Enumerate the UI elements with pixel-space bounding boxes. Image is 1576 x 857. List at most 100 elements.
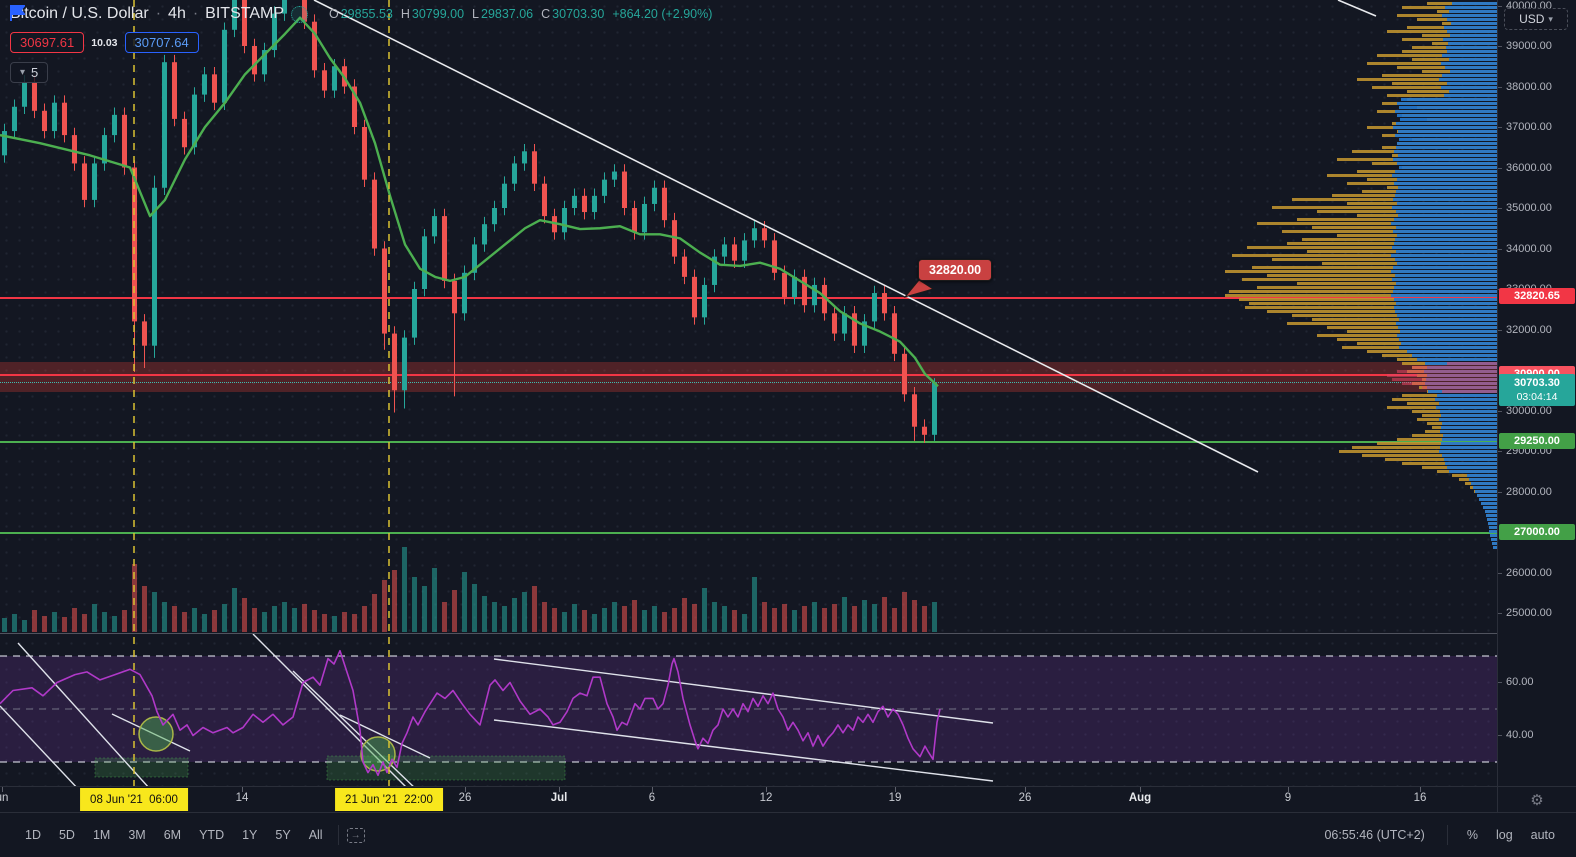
- price-level-label[interactable]: 27000.00: [1499, 524, 1575, 540]
- horizontal-level-32820[interactable]: [0, 297, 1497, 299]
- price-level-label[interactable]: 29250.00: [1499, 432, 1575, 449]
- candle-body: [902, 353, 907, 395]
- profile-bar-amber: [1267, 274, 1497, 277]
- main-price-pane[interactable]: 32820.00: [0, 0, 1497, 633]
- auto-scale-button[interactable]: auto: [1530, 828, 1555, 842]
- volume-bar: [882, 597, 887, 632]
- volume-bar: [672, 608, 677, 632]
- profile-bar-blue: [1447, 18, 1497, 21]
- volume-bar: [772, 608, 777, 632]
- profile-bar-amber: [1267, 310, 1497, 313]
- buy-price-button[interactable]: 30707.64: [124, 32, 199, 53]
- profile-bar-blue: [1399, 318, 1497, 321]
- profile-bar-blue: [1467, 474, 1497, 477]
- chart-panes[interactable]: 32820.00: [0, 0, 1497, 786]
- candlestick-chart[interactable]: [0, 0, 1497, 633]
- range-button-ytd[interactable]: YTD: [199, 828, 225, 842]
- axis-settings-corner[interactable]: ⚙: [1497, 786, 1576, 812]
- sell-price-button[interactable]: 30697.61: [10, 32, 85, 53]
- price-callout-32820[interactable]: 32820.00: [918, 259, 993, 281]
- range-button-5d[interactable]: 5D: [58, 828, 75, 842]
- time-tick-mark: [1288, 787, 1289, 792]
- profile-bar-amber: [1247, 246, 1497, 249]
- currency-selector-button[interactable]: USD ▾: [1504, 8, 1568, 30]
- axis-tick-mark: [1498, 410, 1502, 412]
- horizontal-level-27000[interactable]: [0, 532, 1497, 534]
- candle-body: [162, 62, 167, 188]
- range-button-5y[interactable]: 5Y: [275, 828, 291, 842]
- profile-bar-pink: [1442, 390, 1497, 393]
- profile-bar-amber: [1225, 270, 1497, 273]
- candle-body: [732, 244, 737, 261]
- volume-bar: [202, 614, 207, 632]
- profile-bar-blue: [1394, 242, 1497, 245]
- volume-bar: [712, 602, 717, 632]
- high-label: H: [400, 7, 410, 21]
- range-button-3m[interactable]: 3M: [128, 828, 146, 842]
- profile-bar-blue: [1399, 166, 1497, 169]
- profile-bar-blue: [1397, 262, 1497, 265]
- price-axis-label: 30000.00: [1506, 404, 1552, 417]
- profile-bar-amber: [1229, 290, 1497, 293]
- time-axis-label: Aug: [1128, 792, 1152, 804]
- percent-scale-button[interactable]: %: [1466, 828, 1478, 842]
- profile-bar-amber: [1292, 314, 1497, 317]
- profile-bar-pink: [1392, 378, 1497, 381]
- profile-bar-blue: [1401, 98, 1497, 101]
- gear-icon[interactable]: ⚙: [1530, 791, 1544, 809]
- price-axis[interactable]: USD ▾ 40000.00 39000.00 38000.00 37000.00 360…: [1497, 0, 1576, 786]
- candle-body: [832, 313, 837, 334]
- range-button-1y[interactable]: 1Y: [242, 828, 258, 842]
- range-button-1m[interactable]: 1M: [92, 828, 111, 842]
- profile-bar-blue: [1489, 530, 1497, 533]
- candle-body: [212, 74, 217, 103]
- bar-countdown: 03:04:14: [1516, 391, 1558, 404]
- volume-bar: [802, 606, 807, 632]
- go-to-date-icon[interactable]: →: [346, 827, 365, 843]
- time-axis-label: 9: [1284, 792, 1292, 804]
- indicators-collapse-chip[interactable]: ▾ 5: [10, 62, 49, 83]
- exchange-label[interactable]: BITSTAMP: [205, 5, 284, 22]
- bottom-toolbar: 1D 5D 1M 3M 6M YTD 1Y 5Y All → 06:55:46 (UTC+2) …: [0, 812, 1576, 857]
- profile-bar-blue: [1451, 22, 1497, 25]
- profile-bar-pink: [1422, 386, 1497, 389]
- volume-bar: [312, 610, 317, 632]
- flag-icon[interactable]: [10, 5, 25, 21]
- range-button-1d[interactable]: 1D: [25, 828, 41, 842]
- candle-body: [172, 62, 177, 119]
- candle-body: [332, 66, 337, 91]
- profile-bar-blue: [1447, 82, 1497, 85]
- price-level-label[interactable]: 32820.65: [1499, 288, 1575, 305]
- profile-bar-blue: [1396, 226, 1497, 229]
- range-button-6m[interactable]: 6M: [163, 828, 182, 842]
- rsi-pane[interactable]: [0, 633, 1497, 786]
- volume-bar: [522, 592, 527, 632]
- rsi-channel-line: [493, 658, 994, 724]
- profile-bar-blue: [1395, 134, 1497, 137]
- profile-bar-blue: [1439, 78, 1497, 81]
- horizontal-level-29250[interactable]: [0, 441, 1497, 443]
- time-axis[interactable]: un 14 26 Jul 6 12 19 26 Aug 9 16 08 Jun '21 06:00 21…: [0, 786, 1576, 812]
- profile-bar-amber: [1367, 62, 1497, 65]
- hot-lists-icon[interactable]: [291, 5, 308, 23]
- horizontal-level-30900[interactable]: [0, 374, 1497, 376]
- profile-bar-amber: [1382, 74, 1497, 77]
- log-scale-button[interactable]: log: [1495, 828, 1513, 842]
- candle-body: [462, 272, 467, 314]
- time-tick-mark: [766, 787, 767, 792]
- profile-bar-blue: [1396, 282, 1497, 285]
- current-price-label[interactable]: 30703.30 03:04:14: [1499, 374, 1575, 407]
- symbol-title[interactable]: Bitcoin / U.S. Dollar: [10, 5, 149, 22]
- profile-bar-pink: [1402, 382, 1497, 385]
- toolbar-divider: [1446, 825, 1448, 845]
- clock-time[interactable]: 06:55:46 (UTC+2): [1324, 828, 1425, 842]
- profile-bar-amber: [1357, 78, 1497, 81]
- interval-label[interactable]: 4h: [168, 5, 186, 22]
- profile-bar-blue: [1436, 406, 1497, 409]
- profile-bar-blue: [1447, 50, 1497, 53]
- candle-body: [762, 228, 767, 241]
- profile-bar-blue: [1393, 126, 1497, 129]
- profile-bar-amber: [1282, 230, 1497, 233]
- profile-bar-blue: [1397, 102, 1497, 105]
- range-button-all[interactable]: All: [308, 828, 323, 842]
